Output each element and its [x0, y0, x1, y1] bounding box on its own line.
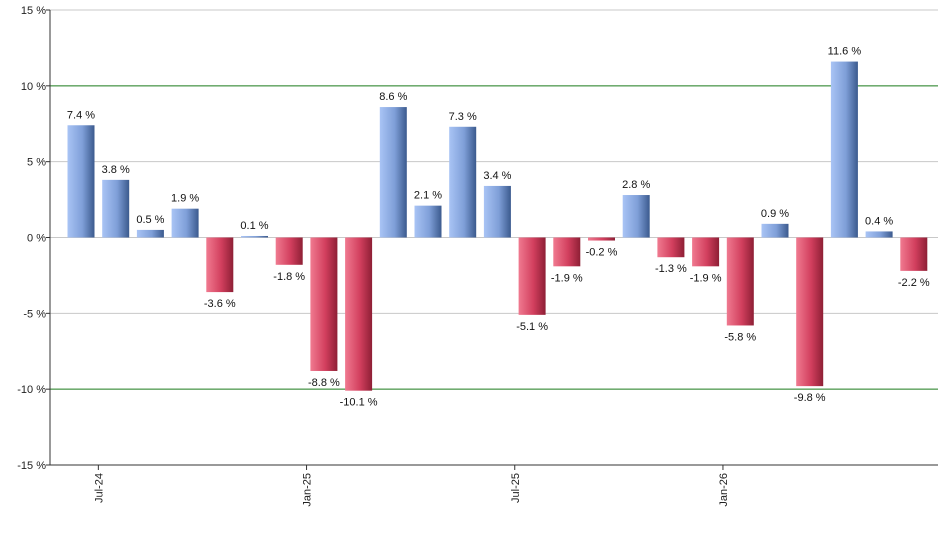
bar-data-label: -1.9 % [690, 272, 722, 284]
y-tick-label: -5 % [23, 308, 46, 320]
bar-data-label: -2.2 % [898, 277, 930, 289]
bar-data-label: -1.3 % [655, 263, 687, 275]
bar-data-label: 0.9 % [761, 208, 789, 220]
bar-data-label: -0.2 % [586, 247, 618, 259]
bar-negative [657, 237, 685, 258]
y-tick-label: 0 % [27, 233, 46, 245]
bar-negative [692, 237, 720, 267]
bar-data-label: 3.8 % [102, 164, 130, 176]
bar-data-label: 0.1 % [240, 220, 268, 232]
bar-positive [865, 231, 893, 238]
bar-positive [171, 208, 199, 238]
x-tick-label: Jul-25 [510, 473, 522, 503]
axes: 15 % 10 % 5 % 0 % -5 % -10 % -15 % Jul-24 Jan-25… [17, 5, 938, 507]
x-tick-label: Jul-24 [93, 473, 105, 503]
bar-data-label: 0.4 % [865, 215, 893, 227]
bar-positive [483, 185, 511, 238]
bar-negative [206, 237, 234, 293]
bar-positive [622, 195, 650, 238]
bar-positive [136, 229, 164, 238]
x-tick-label: Jan-25 [302, 473, 314, 507]
x-tick-label: Jan-26 [718, 473, 730, 507]
bar-data-label: 1.9 % [171, 193, 199, 205]
bar-data-label: 0.5 % [136, 214, 164, 226]
bar-data-label: -10.1 % [340, 397, 378, 409]
bar-positive [414, 205, 442, 238]
bar-data-label: -9.8 % [794, 392, 826, 404]
bar-negative [553, 237, 581, 267]
bar-negative [588, 237, 615, 241]
bar-negative [726, 237, 754, 326]
bar-data-label: -1.8 % [273, 271, 305, 283]
bar-negative [310, 237, 338, 371]
y-tick-label: 15 % [21, 5, 46, 17]
bar-data-label: -3.6 % [204, 298, 236, 310]
bar-positive [379, 107, 407, 238]
bar-positive [449, 126, 477, 238]
bar-data-label: -5.8 % [724, 331, 756, 343]
y-tick-label: -15 % [17, 460, 46, 472]
bar-data-label: 2.8 % [622, 179, 650, 191]
bar-data-label: 2.1 % [414, 190, 442, 202]
bar-positive [761, 223, 789, 238]
bar-data-label: -5.1 % [516, 321, 548, 333]
bar-data-label: -1.9 % [551, 272, 583, 284]
bar-data-label: 8.6 % [379, 91, 407, 103]
bar-data-label: -8.8 % [308, 377, 340, 389]
bar-data-label: 3.4 % [483, 170, 511, 182]
bar-negative [518, 237, 546, 315]
y-tick-label: 10 % [21, 81, 46, 93]
bar-positive [102, 179, 130, 238]
bar-data-label: 7.3 % [449, 111, 477, 123]
bar-negative [345, 237, 373, 391]
bars [67, 61, 928, 391]
y-tick-label: 5 % [27, 157, 46, 169]
y-tick-label: -10 % [17, 384, 46, 396]
data-labels: 7.4 % 3.8 % 0.5 % 1.9 % -3.6 % 0.1 % -1.8 % -8.… [67, 46, 930, 409]
bar-positive [830, 61, 858, 238]
bar-negative [796, 237, 824, 387]
bar-positive [67, 125, 95, 238]
bar-negative [900, 237, 928, 271]
bar-data-label: 11.6 % [828, 46, 862, 58]
bar-negative [275, 237, 303, 265]
bar-data-label: 7.4 % [67, 109, 95, 121]
bar-positive [241, 235, 268, 238]
